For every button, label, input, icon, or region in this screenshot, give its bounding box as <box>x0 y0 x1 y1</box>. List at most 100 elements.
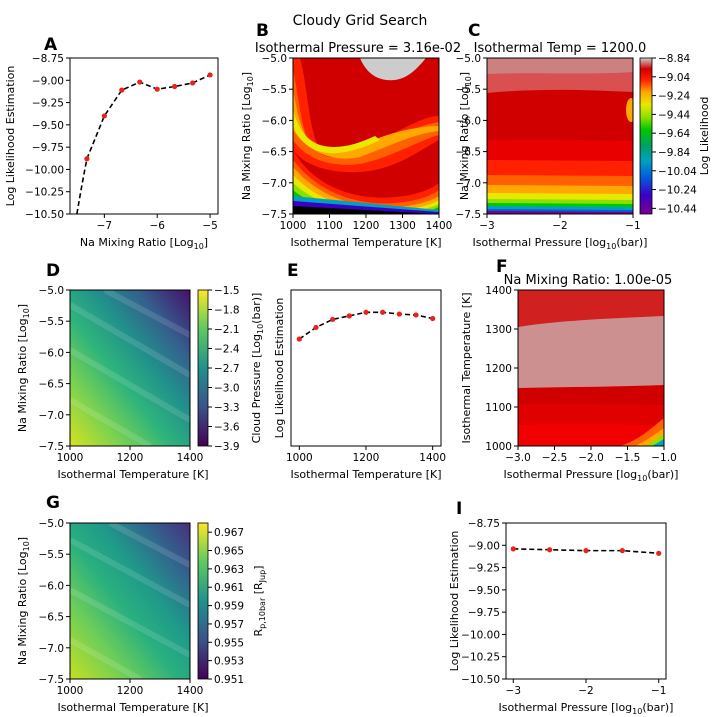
panel-a-ylabel: Log Likelihood Estimation <box>4 66 17 207</box>
data-point <box>656 550 662 556</box>
x-tick-label: 1000 <box>57 685 84 697</box>
colorbar-tick-label: 0.959 <box>214 601 244 613</box>
heat-band <box>518 316 664 388</box>
y-tick-label: −5.0 <box>456 53 482 65</box>
y-tick-label: −10.50 <box>461 674 500 686</box>
panel-f-heatmap <box>518 290 664 446</box>
panel-c-colorbar-ticks: −8.84 −9.04 −9.24 −9.44 −9.64 −9.84 −10.04 −10.… <box>652 53 697 215</box>
panel-b: Isothermal Pressure = 3.16e-02 1000 1100 1… <box>240 41 461 249</box>
colorbar-tick-label: 0.957 <box>214 619 244 631</box>
panel-g-colorbar-label: Rp,10bar [RJup] <box>252 566 267 637</box>
x-tick-label: 1300 <box>389 220 416 232</box>
x-tick-label: 1200 <box>353 452 380 464</box>
x-tick-label: −1 <box>651 685 666 697</box>
panel-f: Na Mixing Ratio: 1.00e-05 −3.0 −2.5 −2.0 −1… <box>460 273 678 483</box>
panel-letter-g: G <box>46 493 60 513</box>
data-point <box>172 83 178 90</box>
panel-d-heatmap <box>70 290 190 446</box>
panel-e-ylabel: Log Likelihood Estimation <box>273 298 286 439</box>
x-tick-label: 1200 <box>353 220 380 232</box>
data-point <box>154 86 160 92</box>
data-point <box>413 312 419 318</box>
panel-d-colorbar-label: Cloud Pressure [Log10(bar)] <box>250 293 265 444</box>
panel-d-xlabel: Isothermal Temperature [K] <box>57 468 208 481</box>
colorbar-tick-label: −8.84 <box>658 53 690 65</box>
data-point <box>430 315 436 322</box>
data-point <box>363 309 369 315</box>
x-tick-label: 1000 <box>286 452 313 464</box>
panel-b-title: Isothermal Pressure = 3.16e-02 <box>255 41 461 56</box>
panel-e-xlabel: Isothermal Temperature [K] <box>290 468 441 481</box>
x-tick-label: 1000 <box>57 452 84 464</box>
panel-a-frame <box>69 57 219 215</box>
panel-d-ylabel: Na Mixing Ratio [Log10] <box>16 304 31 432</box>
y-tick-label: −6.5 <box>456 147 482 159</box>
panel-i: −3 −2 −1 −10.50 −10.25 −10.00 −9.75 −9.50 −9.25… <box>448 518 673 716</box>
panel-letter-d: D <box>46 261 60 281</box>
heat-band <box>626 98 633 122</box>
panel-f-ylabel: Isothermal Temperature [K] <box>460 292 473 443</box>
y-tick-label: −6.0 <box>456 115 482 127</box>
panel-c-colorbar-label: Log Likelihood <box>698 97 711 176</box>
panel-d-x-ticks: 1000 1200 1400 <box>57 446 203 464</box>
y-tick-label: 1200 <box>485 363 512 375</box>
data-point <box>583 548 589 554</box>
panel-c: Isothermal Temp = 1200.0 −3 −2 −1 −7.5 −7.0… <box>456 41 712 251</box>
data-point <box>313 324 319 331</box>
y-tick-label: 1400 <box>485 285 512 297</box>
panel-d: 1000 1200 1400 −7.5 −7.0 −6.5 −6.0 −5.5 −5.0 Is… <box>16 285 265 481</box>
data-point <box>510 546 516 552</box>
panel-g-heatmap <box>70 523 190 679</box>
x-tick-label: −2 <box>578 685 593 697</box>
x-tick-label: −1 <box>625 220 640 232</box>
colorbar-tick-label: 0.951 <box>214 674 244 686</box>
colorbar-tick-label: −1.5 <box>214 285 240 297</box>
heat-band <box>652 439 664 446</box>
y-tick-label: −9.75 <box>32 142 64 154</box>
x-tick-label: 1400 <box>426 220 453 232</box>
panel-i-x-ticks: −3 −2 −1 <box>506 679 666 697</box>
x-tick-label: 1400 <box>177 685 204 697</box>
x-tick-label: −2.0 <box>578 452 604 464</box>
figure-title: Cloudy Grid Search <box>293 13 428 29</box>
panel-i-frame <box>505 522 667 680</box>
panel-g-contour-lines <box>68 520 192 682</box>
y-tick-label: −9.50 <box>32 120 64 132</box>
y-tick-label: −6.0 <box>262 115 288 127</box>
colorbar-tick-label: −9.04 <box>658 72 690 84</box>
panel-g-xlabel: Isothermal Temperature [K] <box>57 701 208 714</box>
heat-band <box>487 58 633 74</box>
data-point <box>619 548 625 554</box>
y-tick-label: −7.5 <box>39 674 65 686</box>
y-tick-label: −7.5 <box>262 209 288 221</box>
x-tick-label: 1100 <box>316 220 343 232</box>
y-tick-label: −7.0 <box>39 643 65 655</box>
y-tick-label: −8.75 <box>32 53 64 65</box>
colorbar-tick-label: 0.953 <box>214 656 244 668</box>
y-tick-label: −9.00 <box>32 75 64 87</box>
data-point <box>207 72 213 78</box>
colorbar-tick-label: −9.84 <box>658 147 690 159</box>
y-tick-label: −7.0 <box>456 178 482 190</box>
y-tick-label: −9.75 <box>468 607 500 619</box>
y-tick-label: −7.0 <box>39 410 65 422</box>
x-tick-label: −7 <box>97 220 112 232</box>
panel-letter-e: E <box>287 261 299 281</box>
y-tick-label: −10.50 <box>25 209 64 221</box>
colorbar-tick-label: −9.44 <box>658 109 690 121</box>
y-tick-label: −8.75 <box>468 518 500 530</box>
colorbar-tick-label: −3.3 <box>214 402 240 414</box>
panel-e-series <box>296 309 436 342</box>
data-point <box>137 79 143 85</box>
y-tick-label: −6.0 <box>39 347 65 359</box>
data-point <box>296 336 302 342</box>
panel-d-contour-lines <box>68 287 192 449</box>
panel-g-colorbar-ticks: 0.967 0.965 0.963 0.961 0.959 0.957 0.955 0.953… <box>208 527 244 686</box>
panel-f-title: Na Mixing Ratio: 1.00e-05 <box>504 273 673 288</box>
colorbar-tick-label: −2.7 <box>214 363 240 375</box>
panel-i-series <box>510 546 662 556</box>
heat-band <box>360 58 426 81</box>
panel-b-heatmap <box>293 58 439 214</box>
y-tick-label: −9.00 <box>468 540 500 552</box>
